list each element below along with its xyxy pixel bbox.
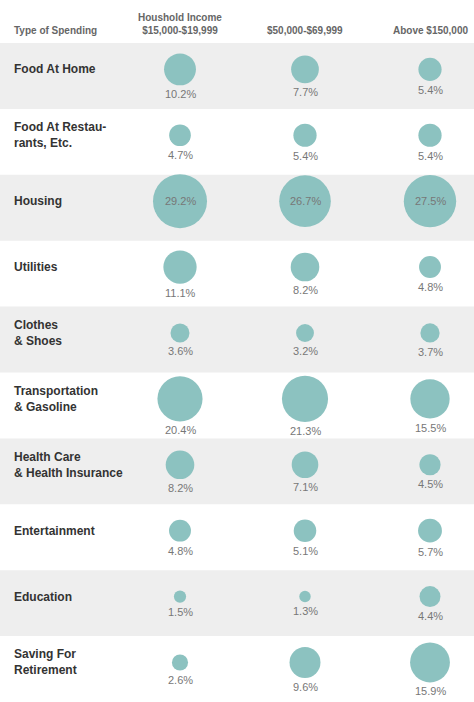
svg-text:11.1%: 11.1% <box>165 287 196 299</box>
svg-text:5.4%: 5.4% <box>418 84 443 96</box>
svg-text:Entertainment: Entertainment <box>14 524 95 538</box>
svg-text:7.7%: 7.7% <box>293 86 318 98</box>
svg-text:3.2%: 3.2% <box>293 345 318 357</box>
svg-text:7.1%: 7.1% <box>293 481 318 493</box>
svg-text:Houshold Income$15,000-$19,999: Houshold Income$15,000-$19,999 <box>138 12 222 36</box>
svg-text:15.5%: 15.5% <box>415 422 446 434</box>
svg-text:8.2%: 8.2% <box>293 284 318 296</box>
svg-text:26.7%: 26.7% <box>290 195 321 207</box>
svg-text:Food At Home: Food At Home <box>14 62 96 76</box>
svg-text:2.6%: 2.6% <box>168 674 193 686</box>
svg-text:4.7%: 4.7% <box>168 149 193 161</box>
svg-text:9.6%: 9.6% <box>293 681 318 693</box>
svg-text:Type of Spending: Type of Spending <box>14 25 97 36</box>
svg-text:Transportation& Gasoline: Transportation& Gasoline <box>14 384 98 414</box>
svg-text:3.6%: 3.6% <box>168 345 193 357</box>
svg-text:29.2%: 29.2% <box>165 195 196 207</box>
svg-text:Food At Restau-rants, Etc.: Food At Restau-rants, Etc. <box>14 120 106 150</box>
svg-text:Above $150,000: Above $150,000 <box>393 25 468 36</box>
svg-text:20.4%: 20.4% <box>165 424 196 436</box>
svg-text:1.5%: 1.5% <box>168 606 193 618</box>
svg-text:5.7%: 5.7% <box>418 546 443 558</box>
svg-text:4.5%: 4.5% <box>418 478 443 490</box>
svg-text:8.2%: 8.2% <box>168 482 193 494</box>
svg-text:5.1%: 5.1% <box>293 545 318 557</box>
svg-text:5.4%: 5.4% <box>293 150 318 162</box>
svg-text:21.3%: 21.3% <box>290 425 321 437</box>
svg-text:27.5%: 27.5% <box>415 195 446 207</box>
svg-text:4.8%: 4.8% <box>168 545 193 557</box>
svg-text:1.3%: 1.3% <box>293 605 318 617</box>
svg-text:Saving ForRetirement: Saving ForRetirement <box>14 647 77 677</box>
svg-text:$50,000-$69,999: $50,000-$69,999 <box>267 25 343 36</box>
svg-text:4.4%: 4.4% <box>418 610 443 622</box>
svg-text:15.9%: 15.9% <box>415 685 446 697</box>
svg-text:3.7%: 3.7% <box>418 346 443 358</box>
svg-text:Health Care& Health Insurance: Health Care& Health Insurance <box>14 450 123 480</box>
svg-text:Housing: Housing <box>14 194 62 208</box>
svg-text:Utilities: Utilities <box>14 260 58 274</box>
svg-text:5.4%: 5.4% <box>418 150 443 162</box>
svg-text:4.8%: 4.8% <box>418 281 443 293</box>
svg-text:Clothes& Shoes: Clothes& Shoes <box>14 318 62 348</box>
svg-text:10.2%: 10.2% <box>165 88 196 100</box>
svg-text:Education: Education <box>14 590 72 604</box>
